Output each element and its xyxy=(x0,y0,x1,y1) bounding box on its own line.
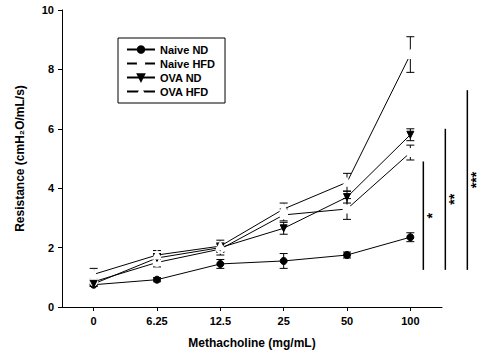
svg-text:25: 25 xyxy=(278,315,290,327)
svg-text:0: 0 xyxy=(48,301,54,313)
svg-text:50: 50 xyxy=(341,315,353,327)
svg-text:Methacholine (mg/mL): Methacholine (mg/mL) xyxy=(188,336,315,350)
svg-text:2: 2 xyxy=(48,242,54,254)
svg-text:6.25: 6.25 xyxy=(146,315,167,327)
svg-text:4: 4 xyxy=(48,182,55,194)
svg-text:OVA ND: OVA ND xyxy=(160,72,202,84)
svg-text:***: *** xyxy=(468,171,484,188)
svg-text:12.5: 12.5 xyxy=(210,315,231,327)
svg-text:Naive HFD: Naive HFD xyxy=(160,58,215,70)
svg-text:OVA HFD: OVA HFD xyxy=(160,86,208,98)
svg-text:0: 0 xyxy=(91,315,97,327)
svg-text:10: 10 xyxy=(42,4,54,16)
svg-text:Resistance (cmH₂O/mL/s): Resistance (cmH₂O/mL/s) xyxy=(13,85,27,232)
svg-text:8: 8 xyxy=(48,63,54,75)
svg-text:**: ** xyxy=(446,193,462,204)
svg-text:6: 6 xyxy=(48,123,54,135)
svg-text:100: 100 xyxy=(401,315,419,327)
svg-text:*: * xyxy=(424,212,440,218)
svg-text:Naive ND: Naive ND xyxy=(160,44,208,56)
